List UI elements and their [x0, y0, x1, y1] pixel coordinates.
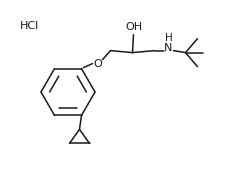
Text: HCl: HCl	[20, 21, 39, 31]
Text: O: O	[93, 59, 102, 69]
Text: H: H	[165, 33, 172, 43]
Text: OH: OH	[125, 22, 142, 32]
Text: N: N	[164, 43, 173, 53]
